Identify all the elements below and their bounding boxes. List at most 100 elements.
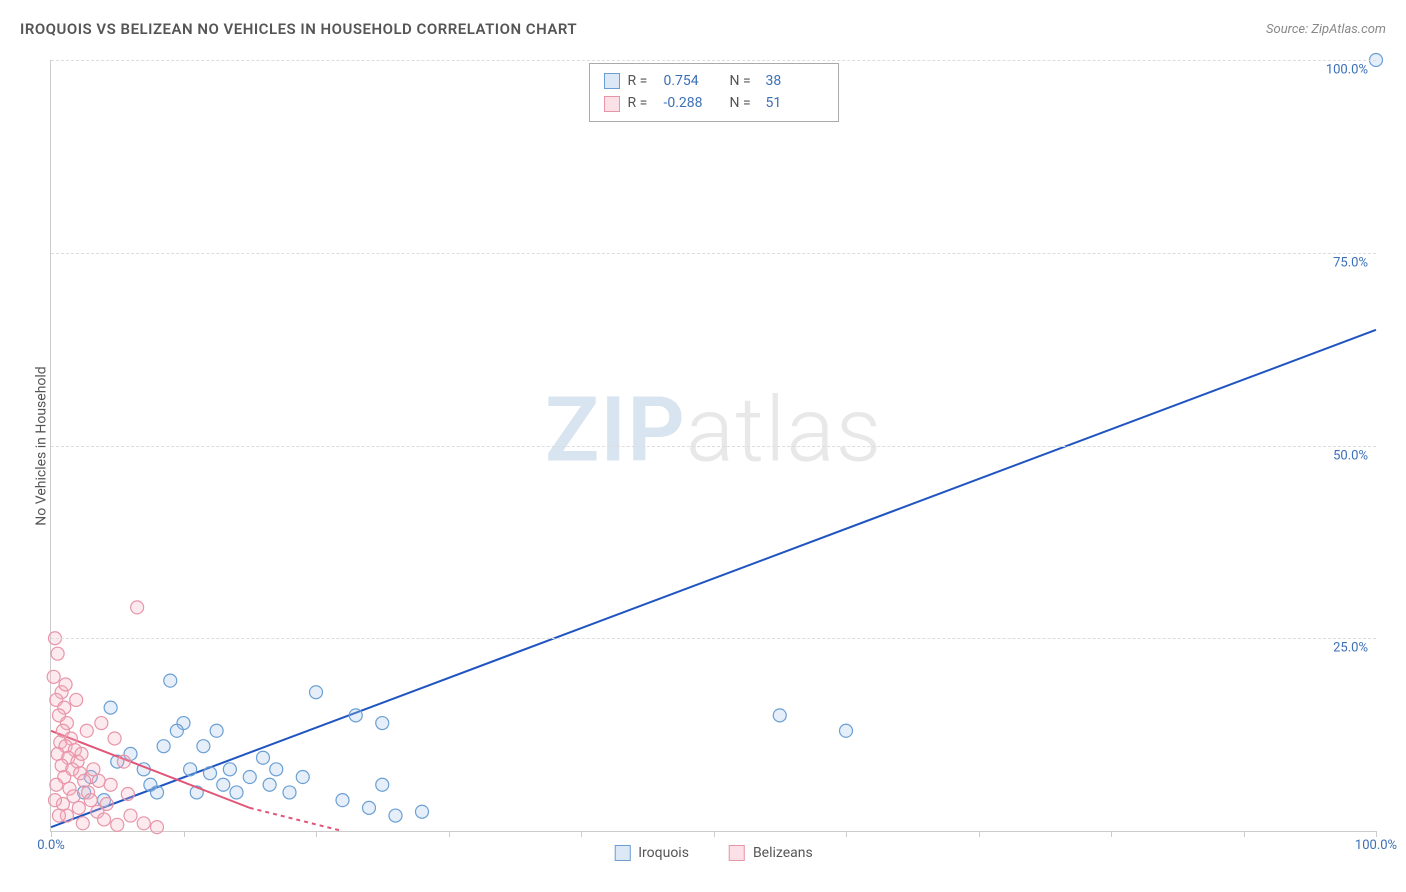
- gridline-h: [51, 253, 1376, 254]
- chart-container: IROQUOIS VS BELIZEAN NO VEHICLES IN HOUS…: [0, 0, 1406, 892]
- scatter-point: [111, 818, 124, 831]
- scatter-point: [270, 763, 283, 776]
- chart-title: IROQUOIS VS BELIZEAN NO VEHICLES IN HOUS…: [20, 20, 577, 38]
- legend-swatch: [729, 845, 745, 861]
- stat-r-value: -0.288: [664, 92, 722, 114]
- legend-swatch: [604, 73, 620, 89]
- scatter-point: [98, 813, 111, 826]
- trend-line-ext: [250, 808, 343, 831]
- scatter-point: [95, 717, 108, 730]
- trend-line: [51, 330, 1376, 827]
- scatter-point: [59, 678, 72, 691]
- scatter-point: [48, 794, 61, 807]
- scatter-point: [50, 778, 63, 791]
- scatter-point: [104, 701, 117, 714]
- scatter-point: [84, 794, 97, 807]
- scatter-point: [310, 686, 323, 699]
- scatter-point: [349, 709, 362, 722]
- x-tick: [184, 831, 185, 837]
- scatter-point: [104, 778, 117, 791]
- scatter-point: [257, 751, 270, 764]
- scatter-point: [100, 798, 113, 811]
- x-tick: [316, 831, 317, 837]
- y-axis-label: No Vehicles in Household: [34, 366, 50, 525]
- bottom-legend-item: Belizeans: [729, 845, 813, 861]
- source-label: Source: ZipAtlas.com: [1266, 22, 1386, 37]
- scatter-point: [773, 709, 786, 722]
- plot-area: ZIPatlas R =0.754N =38R =-0.288N =51 Iro…: [50, 60, 1376, 832]
- title-row: IROQUOIS VS BELIZEAN NO VEHICLES IN HOUS…: [0, 0, 1406, 48]
- scatter-point: [157, 740, 170, 753]
- stat-legend-row: R = -0.288 N = 51: [604, 92, 824, 114]
- x-tick: [51, 831, 52, 837]
- legend-label: Iroquois: [638, 845, 689, 861]
- y-tick-label: 75.0%: [1333, 255, 1368, 270]
- scatter-point: [217, 778, 230, 791]
- gridline-h: [51, 446, 1376, 447]
- scatter-point: [296, 771, 309, 784]
- scatter-point: [376, 778, 389, 791]
- legend-label: Belizeans: [753, 845, 813, 861]
- scatter-point: [51, 647, 64, 660]
- x-tick: [846, 831, 847, 837]
- scatter-point: [76, 817, 89, 830]
- scatter-point: [47, 670, 60, 683]
- stat-n-label: N =: [730, 70, 758, 92]
- scatter-point: [230, 786, 243, 799]
- scatter-point: [117, 755, 130, 768]
- scatter-point: [170, 724, 183, 737]
- y-tick-label: 100.0%: [1326, 63, 1368, 78]
- gridline-h: [51, 60, 1376, 61]
- scatter-point: [363, 801, 376, 814]
- x-tick: [449, 831, 450, 837]
- scatter-point: [151, 821, 164, 834]
- scatter-point: [243, 771, 256, 784]
- scatter-point: [70, 693, 83, 706]
- x-tick: [1111, 831, 1112, 837]
- bottom-legend-item: Iroquois: [614, 845, 689, 861]
- x-tick: [1244, 831, 1245, 837]
- scatter-point: [75, 747, 88, 760]
- stat-n-label: N =: [730, 92, 758, 114]
- legend-swatch: [604, 96, 620, 112]
- x-tick: [1376, 831, 1377, 837]
- scatter-point: [197, 740, 210, 753]
- scatter-point: [389, 809, 402, 822]
- scatter-point: [210, 724, 223, 737]
- y-tick-label: 50.0%: [1333, 448, 1368, 463]
- scatter-point: [840, 724, 853, 737]
- gridline-h: [51, 638, 1376, 639]
- stat-r-label: R =: [628, 92, 656, 114]
- scatter-point: [131, 601, 144, 614]
- scatter-point: [137, 817, 150, 830]
- x-tick-label: 100.0%: [1355, 838, 1397, 853]
- scatter-point: [92, 774, 105, 787]
- scatter-point: [52, 809, 65, 822]
- scatter-point: [121, 787, 134, 800]
- x-tick: [581, 831, 582, 837]
- stat-r-value: 0.754: [664, 70, 722, 92]
- y-tick-label: 25.0%: [1333, 641, 1368, 656]
- x-tick: [714, 831, 715, 837]
- scatter-point: [263, 778, 276, 791]
- stat-n-value: 38: [766, 70, 824, 92]
- x-tick-label: 0.0%: [37, 838, 65, 853]
- scatter-point: [151, 786, 164, 799]
- scatter-point: [124, 809, 137, 822]
- scatter-point: [223, 763, 236, 776]
- scatter-point: [376, 717, 389, 730]
- scatter-point: [184, 763, 197, 776]
- scatter-point: [204, 767, 217, 780]
- scatter-point: [72, 801, 85, 814]
- legend-swatch: [614, 845, 630, 861]
- stat-n-value: 51: [766, 92, 824, 114]
- stat-legend-row: R = 0.754 N = 38: [604, 70, 824, 92]
- scatter-point: [80, 724, 93, 737]
- scatter-point: [164, 674, 177, 687]
- stats-legend: R = 0.754 N = 38 R = -0.288 N = 51: [589, 63, 839, 122]
- stat-r-label: R =: [628, 70, 656, 92]
- scatter-point: [283, 786, 296, 799]
- scatter-point: [108, 732, 121, 745]
- scatter-point: [336, 794, 349, 807]
- scatter-point: [416, 805, 429, 818]
